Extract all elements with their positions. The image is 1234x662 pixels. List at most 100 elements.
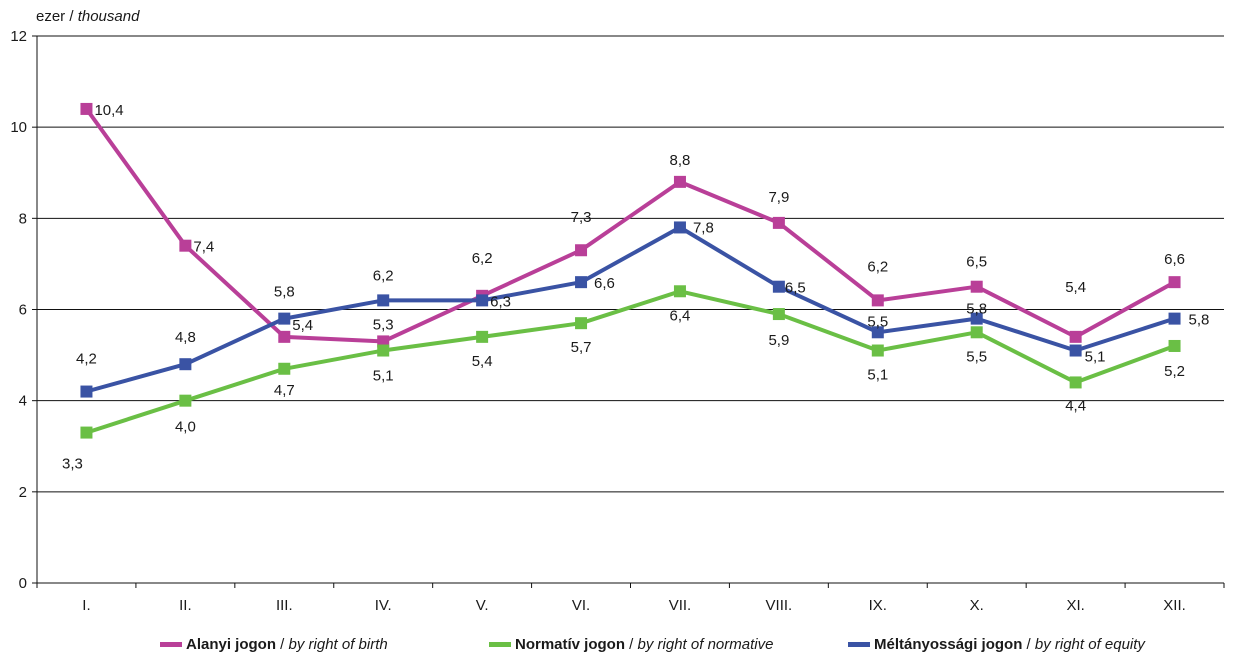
legend-sep: /	[276, 636, 289, 653]
data-point-marker	[377, 335, 390, 348]
data-point-marker	[970, 280, 983, 293]
data-label: 4,0	[175, 419, 196, 436]
data-label: 5,4	[472, 353, 493, 370]
x-tick-label: V.	[476, 597, 489, 614]
data-label: 7,3	[571, 209, 592, 226]
data-point-marker	[179, 239, 192, 252]
data-point-marker	[80, 385, 93, 398]
data-label: 7,4	[193, 239, 214, 256]
x-tick-label: XI.	[1066, 597, 1084, 614]
y-tick-label: 8	[19, 210, 27, 227]
data-label: 6,5	[785, 280, 806, 297]
data-point-marker	[1168, 312, 1181, 325]
data-point-marker	[1069, 376, 1082, 389]
unit-main: ezer	[36, 8, 66, 25]
data-label: 5,7	[571, 339, 592, 356]
data-point-marker	[476, 294, 489, 307]
data-point-marker	[278, 330, 291, 343]
series-line	[84, 107, 1176, 344]
data-label: 5,5	[966, 348, 987, 365]
data-label: 4,7	[274, 382, 295, 399]
data-point-marker	[80, 426, 93, 439]
x-tick-label: II.	[179, 597, 192, 614]
data-point-marker	[476, 330, 489, 343]
data-point-marker	[871, 294, 884, 307]
data-label: 5,8	[274, 284, 295, 301]
x-tick-label: VIII.	[766, 597, 793, 614]
data-label: 6,6	[594, 275, 615, 292]
data-point-marker	[575, 276, 588, 289]
data-point-marker	[772, 216, 785, 229]
data-label: 8,8	[670, 152, 691, 169]
data-point-marker	[179, 358, 192, 371]
data-point-marker	[377, 344, 390, 357]
data-point-marker	[970, 312, 983, 325]
data-label: 6,2	[472, 250, 493, 267]
x-tick-label: X.	[970, 597, 984, 614]
legend-item-equity: Méltányossági jogon / by right of equity	[848, 636, 1145, 653]
data-point-marker	[575, 244, 588, 257]
unit-italic: thousand	[77, 8, 140, 25]
data-point-marker	[871, 326, 884, 339]
series-line	[85, 289, 1176, 435]
y-tick-label: 10	[10, 119, 27, 136]
y-tick-label: 4	[19, 393, 27, 410]
legend-sep: /	[1022, 636, 1035, 653]
data-point-marker	[1069, 344, 1082, 357]
y-axis-unit-label: ezer / thousand	[36, 8, 139, 25]
line-chart: 0 2 4 6 8 10 12 I. II. III. IV. V. VI. VII. VIII. IX. X.…	[10, 28, 1225, 614]
data-point-marker	[673, 285, 686, 298]
data-label: 6,4	[670, 307, 691, 324]
x-tick-label: XII.	[1163, 597, 1186, 614]
x-tick-label: VII.	[669, 597, 692, 614]
data-label: 5,1	[867, 367, 888, 384]
data-point-marker	[1168, 339, 1181, 352]
data-point-marker	[871, 344, 884, 357]
data-point-marker	[772, 308, 785, 321]
data-label: 6,6	[1164, 251, 1185, 268]
legend-label-bold: Alanyi jogon	[186, 636, 276, 653]
data-label: 5,3	[373, 316, 394, 333]
legend: Alanyi jogon / by right of birth Normatí…	[0, 636, 1234, 662]
data-label: 10,4	[94, 102, 123, 119]
legend-swatch-equity	[848, 642, 870, 647]
data-point-marker	[673, 221, 686, 234]
data-label: 3,3	[62, 456, 83, 473]
legend-swatch-normative	[489, 642, 511, 647]
data-label: 5,5	[867, 313, 888, 330]
legend-label-italic: by right of equity	[1034, 636, 1145, 653]
data-point-marker	[1069, 330, 1082, 343]
data-label: 5,1	[1085, 349, 1106, 366]
y-tick-label: 2	[19, 484, 27, 501]
data-label: 6,2	[867, 258, 888, 275]
data-label: 5,8	[966, 301, 987, 318]
legend-label-italic: by right of normative	[637, 636, 774, 653]
legend-label-bold: Méltányossági jogon	[874, 636, 1023, 653]
x-tick-label: IV.	[375, 597, 392, 614]
data-point-marker	[278, 362, 291, 375]
legend-label-italic: by right of birth	[288, 636, 388, 653]
data-label: 5,8	[1189, 312, 1210, 329]
legend-sep: /	[625, 636, 638, 653]
data-label: 5,4	[292, 317, 313, 334]
data-label: 7,9	[768, 189, 789, 206]
legend-swatch-birth	[160, 642, 182, 647]
data-label: 5,2	[1164, 363, 1185, 380]
legend-item-birth: Alanyi jogon / by right of birth	[160, 636, 388, 653]
data-point-marker	[80, 102, 93, 115]
data-point-marker	[575, 317, 588, 330]
legend-label-bold: Normatív jogon	[515, 636, 626, 653]
data-point-marker	[970, 326, 983, 339]
data-point-marker	[377, 294, 390, 307]
y-tick-label: 0	[19, 575, 27, 592]
data-label: 5,1	[373, 368, 394, 385]
data-label: 7,8	[693, 219, 714, 236]
data-label: 5,4	[1065, 279, 1086, 296]
x-tick-label: I.	[82, 597, 90, 614]
data-label: 4,2	[76, 351, 97, 368]
y-tick-label: 6	[19, 302, 27, 319]
data-label: 5,9	[768, 332, 789, 349]
data-point-marker	[673, 175, 686, 188]
data-point-marker	[278, 312, 291, 325]
data-point-marker	[772, 280, 785, 293]
